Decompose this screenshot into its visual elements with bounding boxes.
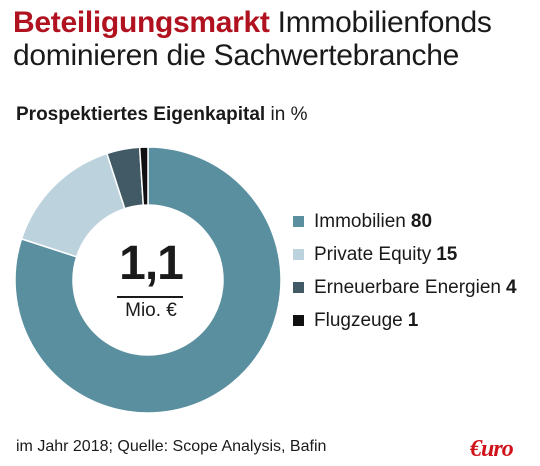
donut-slice-immobilien — [14, 146, 282, 414]
legend-item: Immobilien 80 — [293, 210, 517, 233]
headline-title: Immobilienfonds dominieren die Sachwerte… — [13, 6, 492, 72]
legend-label: Immobilien — [314, 210, 406, 232]
legend-label: Private Equity — [314, 243, 432, 265]
chart-legend: Immobilien 80 Private Equity 15 Erneuerbare … — [293, 210, 517, 342]
legend-value: 80 — [410, 210, 433, 232]
legend-item: Erneuerbare Energien 4 — [293, 276, 517, 299]
center-total-value: 1,1 — [119, 237, 184, 290]
legend-label: Erneuerbare Energien — [314, 276, 501, 298]
headline-kicker: Beteiligungsmarkt — [13, 6, 270, 39]
center-divider — [117, 296, 183, 298]
subtitle-label: Prospektiertes Eigenkapital — [16, 104, 266, 125]
legend-swatch — [293, 282, 304, 293]
source-note: im Jahr 2018; Quelle: Scope Analysis, Ba… — [16, 438, 327, 455]
subtitle-unit: in % — [270, 104, 308, 125]
legend-value: 15 — [436, 243, 458, 265]
center-total-unit: Mio. € — [125, 300, 177, 321]
legend-swatch — [293, 315, 304, 326]
legend-swatch — [293, 249, 304, 260]
legend-value: 4 — [505, 276, 517, 298]
legend-value: 1 — [407, 309, 419, 331]
donut-slice-flugzeuge — [138, 146, 149, 206]
chart-subtitle: Prospektiertes Eigenkapital in % — [16, 104, 307, 126]
legend-swatch — [293, 216, 304, 227]
legend-item: Flugzeuge 1 — [293, 309, 517, 332]
legend-item: Private Equity 15 — [293, 243, 517, 266]
headline: Beteiligungsmarkt Immobilienfonds domini… — [13, 6, 533, 72]
legend-label: Flugzeuge — [314, 309, 403, 331]
euro-logo: €uro — [470, 436, 514, 462]
